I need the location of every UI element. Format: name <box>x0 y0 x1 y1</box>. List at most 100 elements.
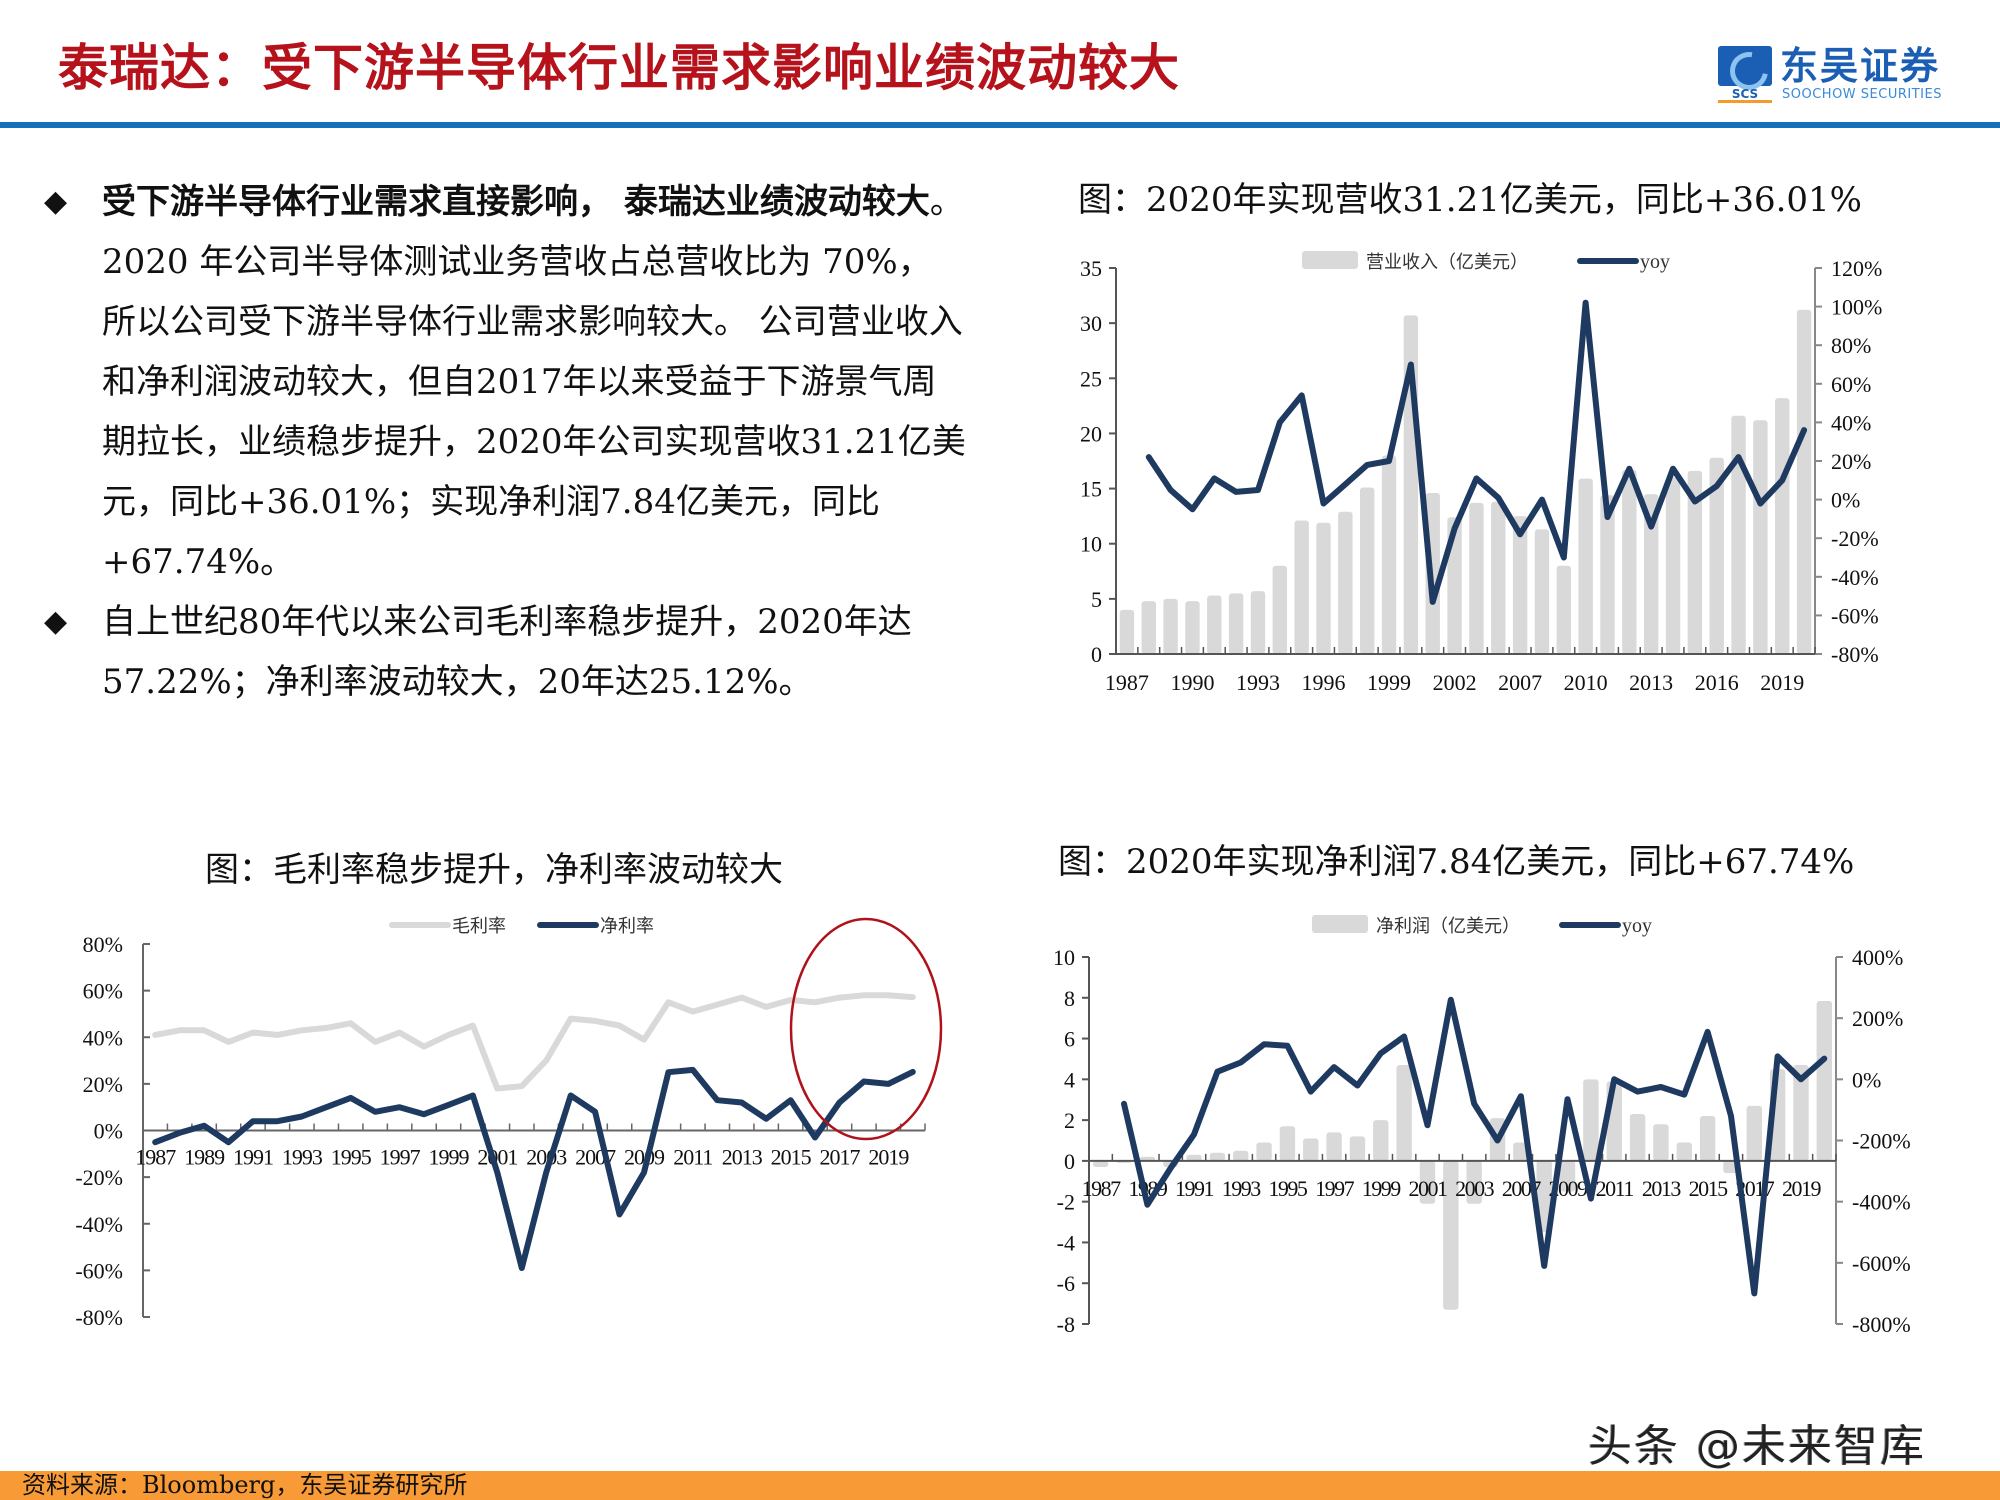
svg-text:营业收入（亿美元）: 营业收入（亿美元） <box>1366 252 1528 272</box>
svg-text:60%: 60% <box>1831 372 1871 397</box>
svg-text:2015: 2015 <box>771 1145 812 1170</box>
svg-text:毛利率: 毛利率 <box>452 916 506 936</box>
svg-text:2007: 2007 <box>1498 670 1542 695</box>
svg-text:2019: 2019 <box>1760 670 1804 695</box>
bar <box>1338 511 1353 654</box>
bar <box>1512 516 1528 654</box>
bullet-bold-lead: 受下游半导体行业需求直接影响， 泰瑞达业绩波动较大 <box>102 182 930 222</box>
svg-text:1997: 1997 <box>380 1145 421 1170</box>
bar <box>1746 1105 1763 1161</box>
legend-bar-swatch-icon <box>1302 251 1358 269</box>
svg-text:2015: 2015 <box>1689 1176 1729 1201</box>
svg-text:0%: 0% <box>94 1119 123 1144</box>
svg-text:2017: 2017 <box>819 1145 860 1170</box>
svg-text:8: 8 <box>1064 986 1075 1011</box>
bar <box>1349 1136 1366 1161</box>
bullet-item: ◆ 自上世纪80年代以来公司毛利率稳步提升，2020年达57.22%；净利率波动… <box>40 592 970 712</box>
svg-text:-20%: -20% <box>1831 526 1879 551</box>
svg-text:1987: 1987 <box>1105 670 1149 695</box>
svg-text:1999: 1999 <box>1367 670 1411 695</box>
bar <box>1536 1160 1552 1233</box>
bar <box>1816 1001 1833 1161</box>
revenue-chart-title: 图：2020年实现营收31.21亿美元，同比+36.01% <box>1078 180 1862 220</box>
svg-text:2011: 2011 <box>673 1145 712 1170</box>
svg-text:1993: 1993 <box>1236 670 1280 695</box>
svg-text:2: 2 <box>1064 1108 1075 1133</box>
bar <box>1583 1079 1599 1161</box>
bar <box>1491 501 1506 654</box>
svg-text:2010: 2010 <box>1564 670 1608 695</box>
highlight-ellipse <box>789 917 943 1141</box>
bar <box>1294 520 1309 654</box>
svg-text:1999: 1999 <box>1362 1176 1402 1201</box>
source-note: 资料来源：Bloomberg，东吴证券研究所 <box>22 1471 468 1499</box>
svg-text:100%: 100% <box>1831 295 1882 320</box>
bar <box>1209 1152 1226 1161</box>
bar <box>1316 522 1331 654</box>
svg-text:-80%: -80% <box>75 1305 123 1330</box>
svg-text:1996: 1996 <box>1302 670 1346 695</box>
svg-text:-8: -8 <box>1057 1312 1075 1337</box>
bar <box>1687 470 1703 654</box>
svg-text:-800%: -800% <box>1852 1312 1911 1337</box>
svg-text:10: 10 <box>1053 945 1075 970</box>
svg-text:400%: 400% <box>1852 945 1903 970</box>
svg-text:120%: 120% <box>1831 256 1882 281</box>
svg-text:40%: 40% <box>1831 410 1871 435</box>
svg-text:1991: 1991 <box>1175 1176 1214 1201</box>
svg-text:0: 0 <box>1064 1149 1075 1174</box>
diamond-bullet-icon: ◆ <box>44 604 68 639</box>
svg-text:60%: 60% <box>83 979 123 1004</box>
profit-chart-title: 图：2020年实现净利润7.84亿美元，同比+67.74% <box>1058 842 1855 882</box>
svg-text:-2: -2 <box>1057 1190 1075 1215</box>
bar <box>1793 1065 1809 1161</box>
bar <box>1139 1156 1156 1161</box>
bar <box>1185 601 1200 654</box>
bar <box>1381 455 1397 654</box>
bar <box>1469 502 1484 654</box>
bar <box>1228 593 1244 654</box>
svg-text:-4: -4 <box>1057 1230 1075 1255</box>
svg-text:40%: 40% <box>83 1025 123 1050</box>
bullet-item: ◆ 受下游半导体行业需求直接影响， 泰瑞达业绩波动较大。 2020 年公司半导体… <box>40 172 970 592</box>
bar <box>1207 595 1222 654</box>
svg-text:2019: 2019 <box>868 1145 909 1170</box>
svg-text:2011: 2011 <box>1596 1176 1634 1201</box>
bar <box>1373 1120 1389 1161</box>
bar <box>1419 1160 1436 1204</box>
svg-text:净利润（亿美元）: 净利润（亿美元） <box>1376 916 1520 936</box>
diamond-bullet-icon: ◆ <box>44 184 68 219</box>
svg-text:2019: 2019 <box>1782 1176 1822 1201</box>
footer-bar: 资料来源：Bloomberg，东吴证券研究所 <box>0 1471 2000 1500</box>
svg-text:1989: 1989 <box>184 1145 225 1170</box>
bar <box>1556 565 1572 654</box>
bullet-text: 。 2020 年公司半导体测试业务营收占总营收比为 70%， 所以公司受下游半导… <box>102 182 966 582</box>
svg-text:-200%: -200% <box>1852 1129 1911 1154</box>
svg-text:25: 25 <box>1080 366 1102 391</box>
svg-text:-40%: -40% <box>1831 565 1879 590</box>
net-margin-line <box>152 1066 916 1271</box>
svg-text:6: 6 <box>1064 1027 1075 1052</box>
svg-text:20%: 20% <box>83 1072 123 1097</box>
margin-chart-plot: -80% -60% -40% -20% 0% 20% 40% 60% 80% 1987 1989 19… <box>75 916 943 1330</box>
bar <box>1092 1160 1109 1168</box>
svg-text:35: 35 <box>1080 256 1102 281</box>
svg-text:1987: 1987 <box>135 1145 176 1170</box>
margin-chart-title: 图：毛利率稳步提升，净利率波动较大 <box>205 850 783 890</box>
svg-text:200%: 200% <box>1852 1006 1903 1031</box>
svg-text:0: 0 <box>1091 642 1102 667</box>
svg-text:20: 20 <box>1080 421 1102 446</box>
svg-text:-40%: -40% <box>75 1212 123 1237</box>
svg-text:-20%: -20% <box>75 1165 123 1190</box>
svg-text:30: 30 <box>1080 311 1102 336</box>
watermark: 头条 @未来智库 <box>1588 1421 1926 1472</box>
svg-text:0%: 0% <box>1831 488 1860 513</box>
svg-text:yoy: yoy <box>1622 915 1652 937</box>
bar <box>1643 494 1659 654</box>
svg-text:-60%: -60% <box>75 1258 123 1283</box>
bar <box>1186 1154 1202 1161</box>
bar <box>1578 478 1593 654</box>
gross-margin-line <box>152 992 916 1092</box>
header-divider <box>0 122 2000 128</box>
bar <box>1709 457 1724 654</box>
